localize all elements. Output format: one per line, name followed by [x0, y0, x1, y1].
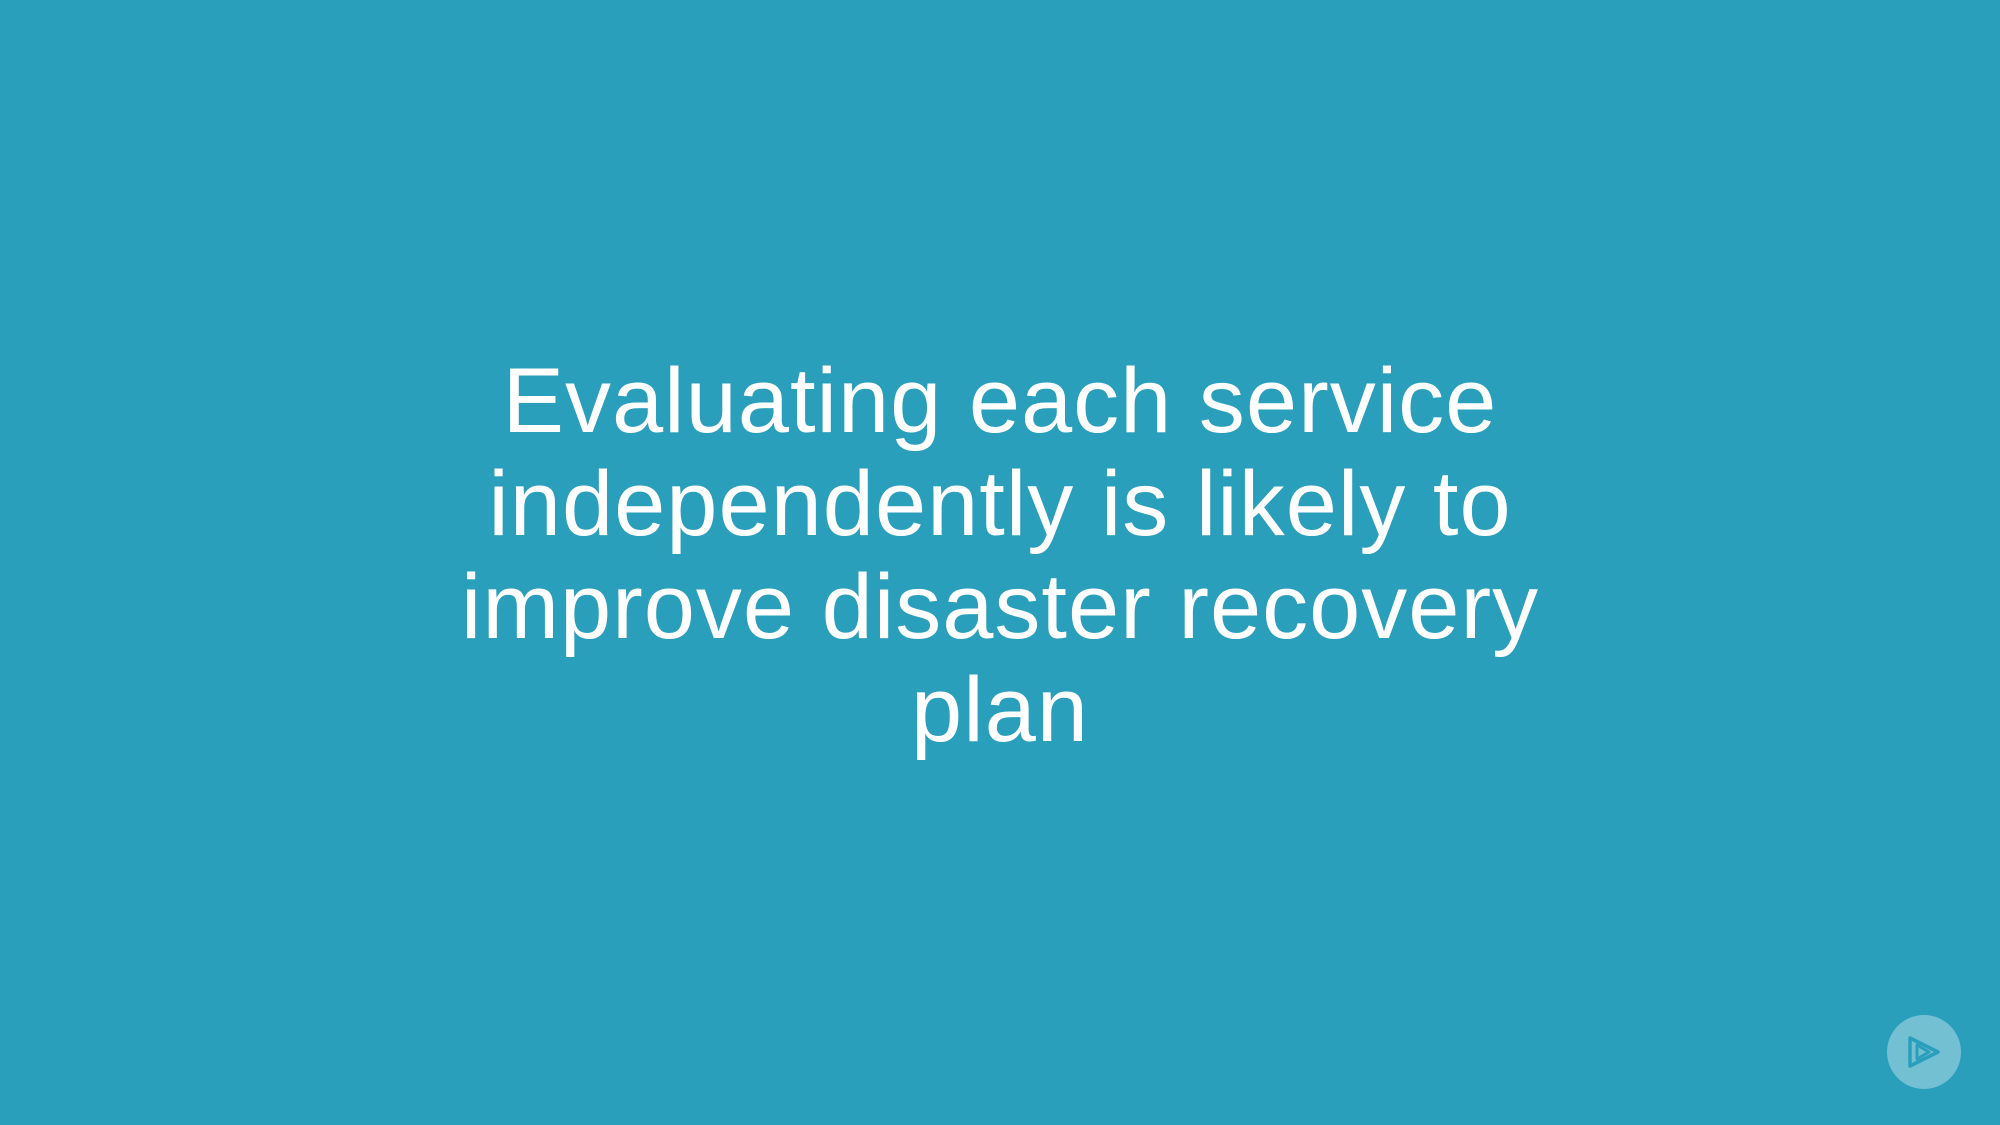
play-logo-icon	[1887, 1015, 1961, 1089]
headline-line-3: improve disaster recovery	[460, 555, 1540, 658]
headline-line-2: independently is likely to	[488, 452, 1512, 555]
headline-line-1: Evaluating each service	[502, 349, 1498, 452]
headline-line-4: plan	[911, 658, 1089, 761]
slide-headline: Evaluating each service independently is…	[350, 350, 1650, 762]
